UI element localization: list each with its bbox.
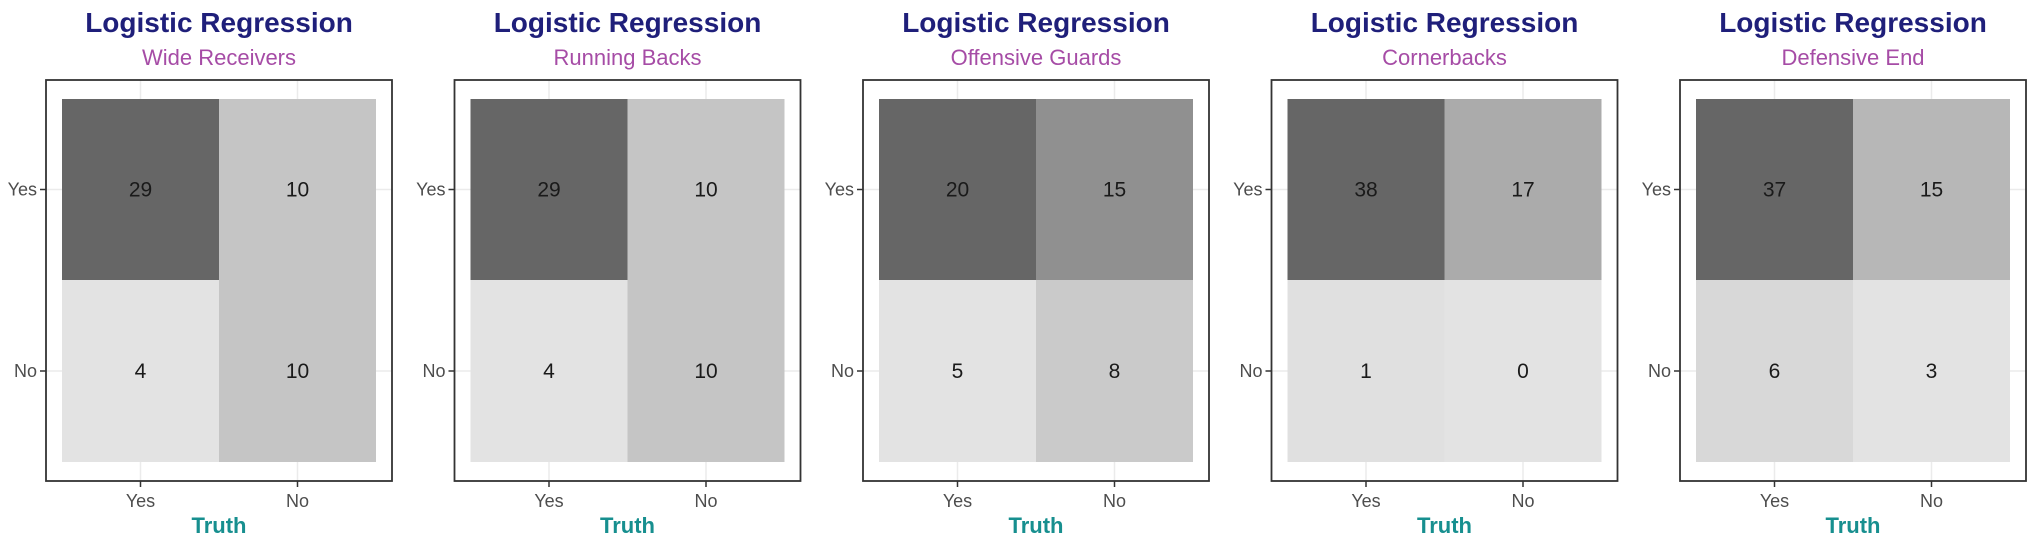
y-tick-label: No	[1648, 361, 1671, 381]
x-tick-label: Yes	[943, 491, 972, 511]
cell-value-label: 5	[952, 360, 964, 383]
x-tick-label: No	[1511, 491, 1534, 511]
heatmap-tile	[1287, 99, 1445, 280]
cell-value-label: 38	[1354, 179, 1377, 202]
y-tick-label: Yes	[1233, 180, 1262, 200]
panel-border	[1679, 79, 2027, 482]
heatmap-tile	[1444, 99, 1602, 280]
cell-value-label: 17	[1511, 179, 1534, 202]
y-tick-label: Yes	[416, 180, 445, 200]
panel-border	[45, 79, 393, 482]
heatmap-tile	[219, 280, 376, 462]
panel-subtitle: Offensive Guards	[951, 45, 1122, 70]
cell-value-label: 29	[129, 179, 152, 202]
cell-value-label: 15	[1920, 179, 1943, 202]
heatmap-tile	[1444, 280, 1602, 462]
panel-title: Logistic Regression	[1311, 7, 1579, 38]
panel-title: Logistic Regression	[902, 7, 1170, 38]
cell-value-label: 8	[1109, 360, 1121, 383]
heatmap-tile	[470, 99, 628, 280]
panel-4: Logistic Regression Cornerbacks 38 17 1 0 Yes N…	[1233, 7, 1619, 538]
cell-value-label: 10	[286, 179, 309, 202]
panel-1: Logistic Regression Wide Receivers 29 10 4 10…	[8, 7, 393, 538]
x-tick-label: Yes	[126, 491, 155, 511]
heatmap-tile	[62, 280, 219, 462]
x-axis-title: Truth	[1417, 513, 1472, 538]
panel-5: Logistic Regression Defensive End 37 15 6 3 Ye…	[1642, 7, 2027, 538]
panel-title: Logistic Regression	[1719, 7, 1987, 38]
heatmap-tile	[1696, 99, 1853, 280]
cell-value-label: 4	[135, 360, 147, 383]
heatmap-tile	[1853, 99, 2010, 280]
panel-title: Logistic Regression	[85, 7, 353, 38]
cell-value-label: 6	[1769, 360, 1781, 383]
panel-subtitle: Defensive End	[1781, 45, 1924, 70]
y-tick-label: Yes	[8, 180, 37, 200]
x-tick-label: Yes	[1760, 491, 1789, 511]
cell-value-label: 1	[1360, 360, 1372, 383]
x-axis-title: Truth	[1826, 513, 1881, 538]
panel-title: Logistic Regression	[494, 7, 762, 38]
cell-value-label: 0	[1517, 360, 1529, 383]
cell-value-label: 20	[946, 179, 969, 202]
heatmap-tile	[1853, 280, 2010, 462]
heatmap-tile	[627, 99, 785, 280]
y-tick-label: No	[422, 361, 445, 381]
y-tick-label: No	[1239, 361, 1262, 381]
heatmap-tile	[219, 99, 376, 280]
x-tick-label: No	[1103, 491, 1126, 511]
heatmap-tile	[1287, 280, 1445, 462]
heatmap-tile	[1696, 280, 1853, 462]
y-tick-label: No	[14, 361, 37, 381]
x-tick-label: Yes	[1351, 491, 1380, 511]
heatmap-tile	[1036, 280, 1193, 462]
heatmap-tile	[627, 280, 785, 462]
y-tick-label: No	[831, 361, 854, 381]
x-tick-label: Yes	[534, 491, 563, 511]
panel-border	[453, 79, 802, 482]
heatmap-tile	[470, 280, 628, 462]
cell-value-label: 37	[1763, 179, 1786, 202]
panel-subtitle: Running Backs	[554, 45, 702, 70]
cell-value-label: 29	[537, 179, 560, 202]
panel-3: Logistic Regression Offensive Guards 20 15 5…	[825, 7, 1210, 538]
cell-value-label: 4	[543, 360, 555, 383]
y-tick-label: Yes	[825, 180, 854, 200]
panel-2: Logistic Regression Running Backs 29 10 4 10 Y…	[416, 7, 802, 538]
panel-border	[1270, 79, 1619, 482]
heatmap-tile	[879, 280, 1036, 462]
x-axis-title: Truth	[192, 513, 247, 538]
cell-value-label: 15	[1103, 179, 1126, 202]
panel-border	[862, 79, 1210, 482]
x-tick-label: No	[694, 491, 717, 511]
x-axis-title: Truth	[600, 513, 655, 538]
x-axis-title: Truth	[1009, 513, 1064, 538]
heatmap-tile	[879, 99, 1036, 280]
panel-subtitle: Wide Receivers	[142, 45, 296, 70]
heatmap-tile	[1036, 99, 1193, 280]
cell-value-label: 10	[694, 179, 717, 202]
panel-subtitle: Cornerbacks	[1382, 45, 1507, 70]
cell-value-label: 10	[286, 360, 309, 383]
x-tick-label: No	[286, 491, 309, 511]
cell-value-label: 10	[694, 360, 717, 383]
y-tick-label: Yes	[1642, 180, 1671, 200]
heatmap-tile	[62, 99, 219, 280]
x-tick-label: No	[1920, 491, 1943, 511]
cell-value-label: 3	[1926, 360, 1938, 383]
